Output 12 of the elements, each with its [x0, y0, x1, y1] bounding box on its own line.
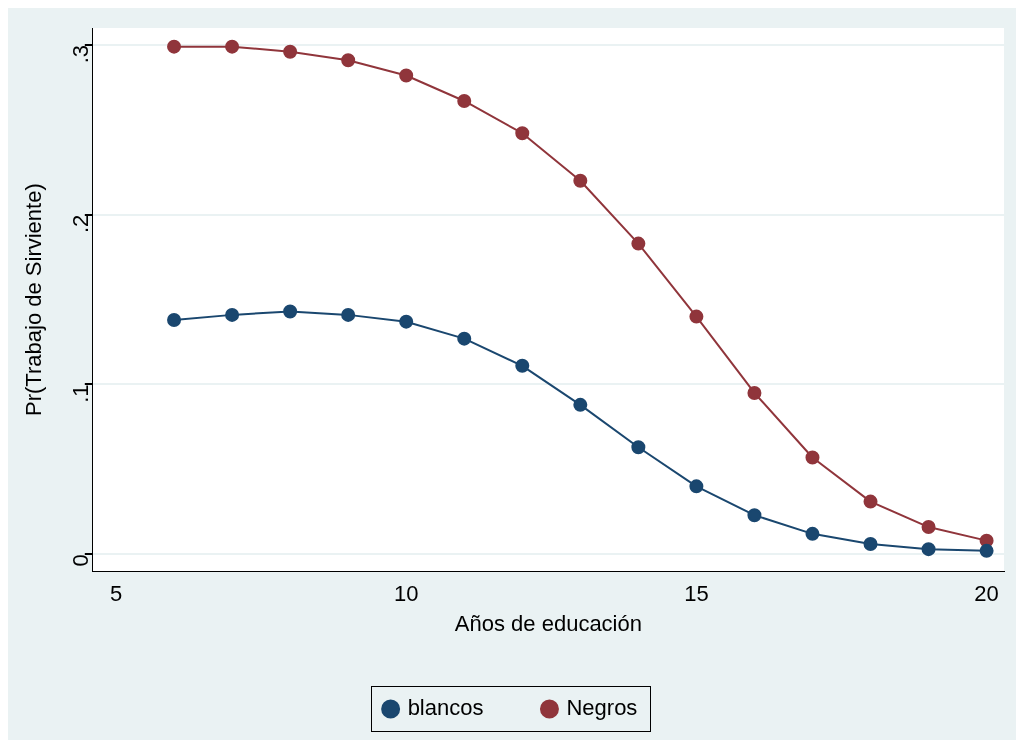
x-axis-title: Años de educación [454, 610, 642, 636]
y-tick-label: 0 [67, 554, 93, 567]
x-tick-label: 10 [393, 581, 419, 607]
y-tick-label: .2 [67, 214, 93, 234]
x-tick-label: 5 [109, 581, 123, 607]
x-tick-label: 15 [684, 581, 709, 607]
x-tick-label: 20 [974, 581, 999, 607]
legend-label: Negros [566, 695, 638, 721]
y-tick-label: .3 [67, 44, 93, 64]
y-tick-label: .1 [67, 384, 93, 403]
legend-label: blancos [407, 695, 484, 721]
y-axis-title: Pr(Trabajo de Sirviente) [21, 183, 47, 416]
